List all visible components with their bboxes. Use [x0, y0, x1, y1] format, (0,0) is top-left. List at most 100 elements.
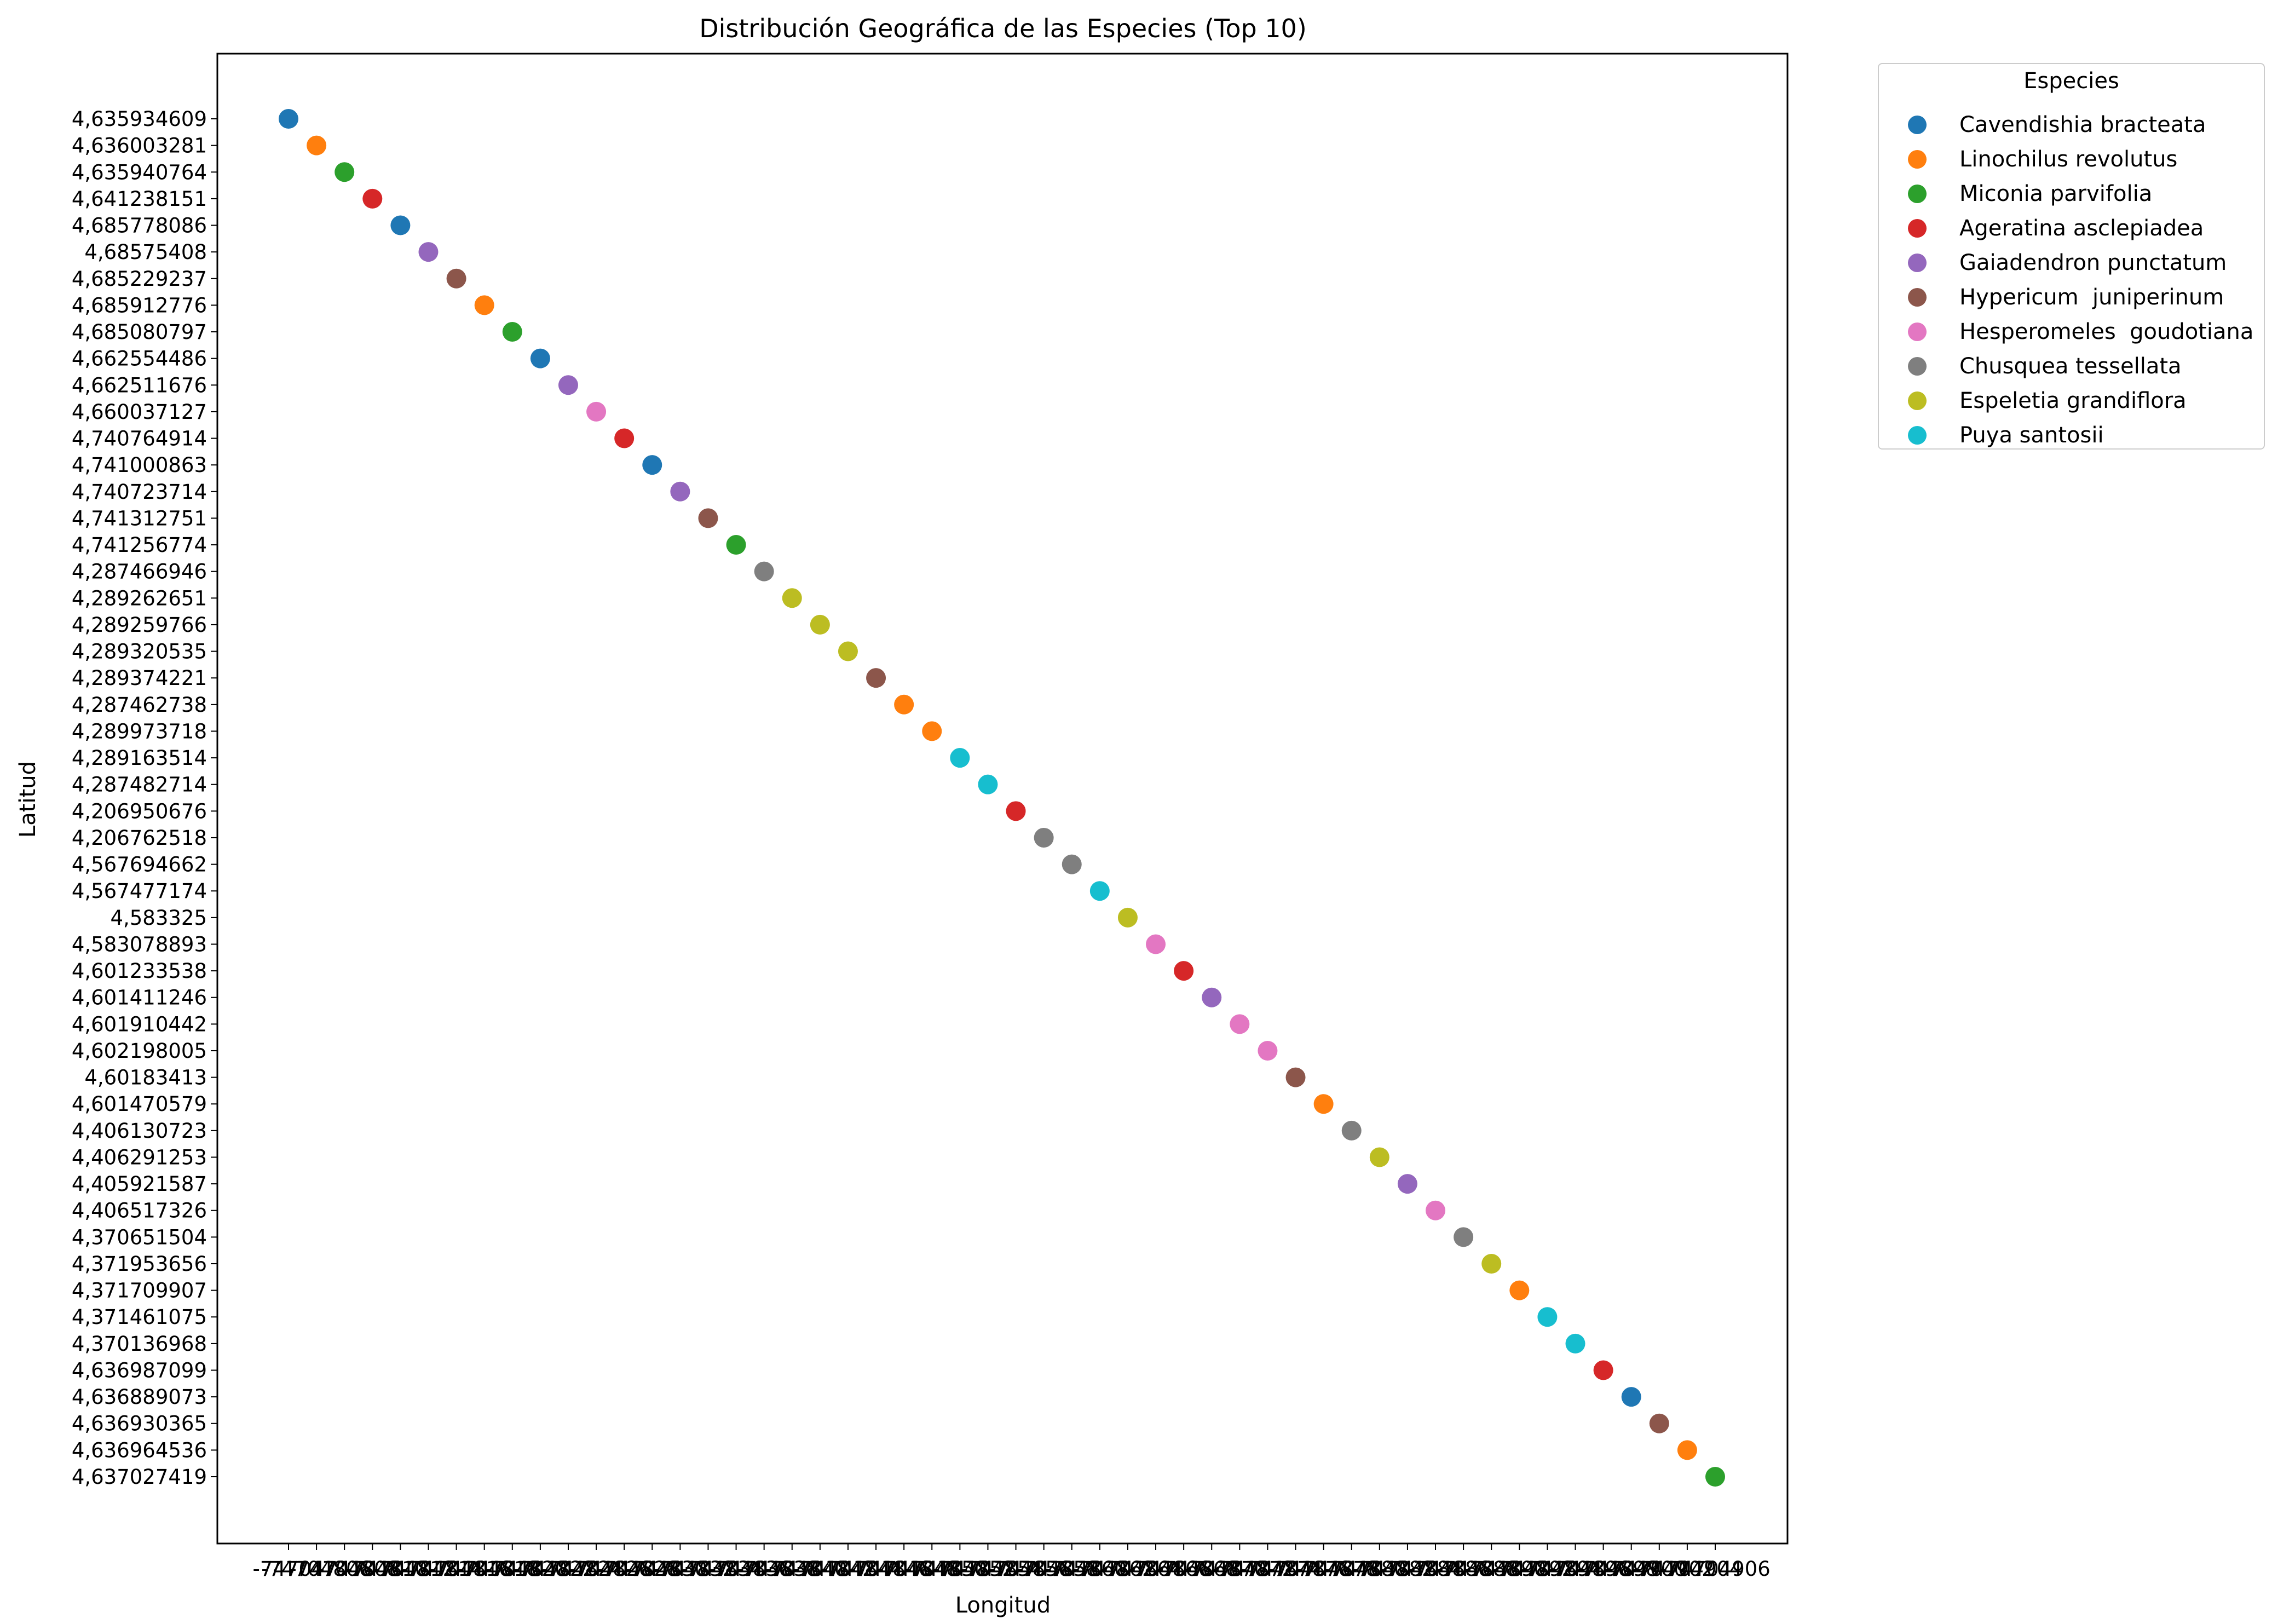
x-tick-label: -74704850 — [876, 1557, 987, 1581]
legend-item: Ageratina asclepiadea — [1895, 211, 2204, 245]
legend-label: Puya santosii — [1959, 423, 2104, 448]
scatter-point — [1565, 1333, 1585, 1354]
scatter-point — [1006, 801, 1026, 821]
scatter-point — [810, 614, 830, 635]
scatter-point — [418, 242, 439, 262]
x-tick-label: -74704864 — [1072, 1557, 1183, 1581]
y-tick-label: 4,641238151 — [72, 187, 207, 211]
scatter-point — [1174, 961, 1194, 981]
scatter-point — [782, 588, 802, 608]
legend-marker — [1908, 150, 1927, 169]
y-tick-label: 4,685080797 — [72, 320, 207, 344]
y-tick-label: 4,371709907 — [72, 1279, 207, 1303]
x-tick-label: -74704854 — [933, 1557, 1043, 1581]
x-tick-label: -74704890 — [1436, 1557, 1547, 1581]
legend-label: Miconia parvifolia — [1959, 181, 2153, 206]
legend-item: Miconia parvifolia — [1895, 177, 2152, 211]
scatter-point — [642, 455, 662, 475]
x-tick-label: -74704826 — [541, 1557, 651, 1581]
y-tick-label: 4,583325 — [110, 906, 207, 930]
y-tick-label: 4,68575408 — [84, 240, 207, 264]
x-tick-label: -74704 — [252, 1557, 324, 1581]
y-tick-label: 4,601233538 — [72, 959, 207, 983]
y-tick-label: 4,406291253 — [72, 1145, 207, 1169]
x-tick-label: -74704842 — [765, 1557, 875, 1581]
x-tick-label: -74704828 — [569, 1557, 679, 1581]
legend-label: Hypericum juniperinum — [1959, 285, 2224, 310]
scatter-point — [1034, 827, 1054, 848]
y-tick-label: 4,287466946 — [72, 560, 207, 584]
data-points — [279, 109, 1725, 1487]
scatter-point — [1509, 1280, 1530, 1300]
y-tick-label: 4,289374221 — [72, 666, 207, 690]
x-tick-label: -74704904 — [1632, 1557, 1743, 1581]
y-tick-label: 4,206950676 — [72, 799, 207, 823]
scatter-point — [670, 481, 690, 502]
legend-item: Puya santosii — [1895, 418, 2104, 452]
y-tick-label: 4,601411246 — [72, 986, 207, 1010]
y-tick-label: 4,289163514 — [72, 746, 207, 770]
y-tick-label: 4,371953656 — [72, 1252, 207, 1276]
y-tick-label: 4,206762518 — [72, 826, 207, 850]
x-tick-label: -74704906 — [1660, 1557, 1771, 1581]
legend: Especies Cavendishia bracteata Linochilus… — [1878, 63, 2265, 450]
y-tick-label: 4,741312751 — [72, 506, 207, 530]
x-tick-label: -74704808 — [289, 1557, 400, 1581]
y-tick-label: 4,740764914 — [72, 427, 207, 451]
x-tick-label: -74704896 — [1520, 1557, 1631, 1581]
x-tick-label: -74704862 — [1045, 1557, 1155, 1581]
y-tick-label: 4,662511676 — [72, 373, 207, 397]
x-tick-label: -74704888 — [1408, 1557, 1519, 1581]
x-tick-label: -74704902 — [1604, 1557, 1715, 1581]
scatter-point — [307, 135, 327, 156]
y-tick-label: 4,289259766 — [72, 613, 207, 637]
y-tick-label: 4,287462738 — [72, 693, 207, 717]
y-tick-label: 4,567694662 — [72, 853, 207, 877]
scatter-point — [1621, 1387, 1641, 1407]
x-tick-label: -74704830 — [597, 1557, 707, 1581]
y-tick-label: 4,289320535 — [72, 640, 207, 664]
x-tick-label: -74704818 — [429, 1557, 540, 1581]
scatter-point — [1537, 1307, 1558, 1327]
y-tick-label: 4,405921587 — [72, 1172, 207, 1196]
legend-marker — [1908, 288, 1927, 307]
y-tick-label: 4,289262651 — [72, 586, 207, 610]
scatter-point — [362, 188, 383, 209]
x-tick-label: -74704898 — [1548, 1557, 1659, 1581]
legend-label: Ageratina asclepiadea — [1959, 216, 2204, 241]
scatter-point — [614, 428, 635, 448]
y-tick-label: 4,662554486 — [72, 347, 207, 371]
legend-marker — [1908, 391, 1927, 410]
x-tick-label: -74704832 — [625, 1557, 736, 1581]
legend-item: Gaiadendron punctatum — [1895, 246, 2227, 280]
x-tick-label: -74704894 — [1492, 1557, 1603, 1581]
scatter-point — [1117, 907, 1138, 928]
scatter-point — [1426, 1200, 1446, 1220]
legend-label: Gaiadendron punctatum — [1959, 250, 2227, 275]
scatter-point — [1677, 1440, 1697, 1460]
legend-title: Especies — [2023, 68, 2119, 94]
x-tick-label: -74704838 — [709, 1557, 820, 1581]
scatter-point — [1089, 881, 1110, 901]
x-tick-label: -74704886 — [1380, 1557, 1491, 1581]
scatter-point — [1397, 1174, 1417, 1194]
plot-area — [216, 53, 1789, 1545]
scatter-point — [1230, 1014, 1250, 1034]
legend-marker — [1908, 254, 1927, 272]
x-tick-label: -74704878 — [1268, 1557, 1379, 1581]
x-tick-label: -74704816 — [401, 1557, 512, 1581]
legend-label: Espeletia grandiflora — [1959, 388, 2187, 413]
x-tick-label: -74704868 — [1128, 1557, 1239, 1581]
scatter-point — [894, 694, 914, 715]
y-tick-label: 4,370136968 — [72, 1332, 207, 1356]
x-tick-label: -74704822 — [485, 1557, 596, 1581]
scatter-point — [1285, 1067, 1306, 1087]
scatter-point — [558, 375, 578, 395]
y-tick-label: 4,635940764 — [72, 160, 207, 184]
x-tick-label: -74704860 — [1017, 1557, 1127, 1581]
x-tick-label: -74704872 — [1184, 1557, 1295, 1581]
scatter-point — [502, 322, 522, 342]
y-tick-label: 4,685778086 — [72, 214, 207, 238]
scatter-point — [1454, 1227, 1474, 1247]
